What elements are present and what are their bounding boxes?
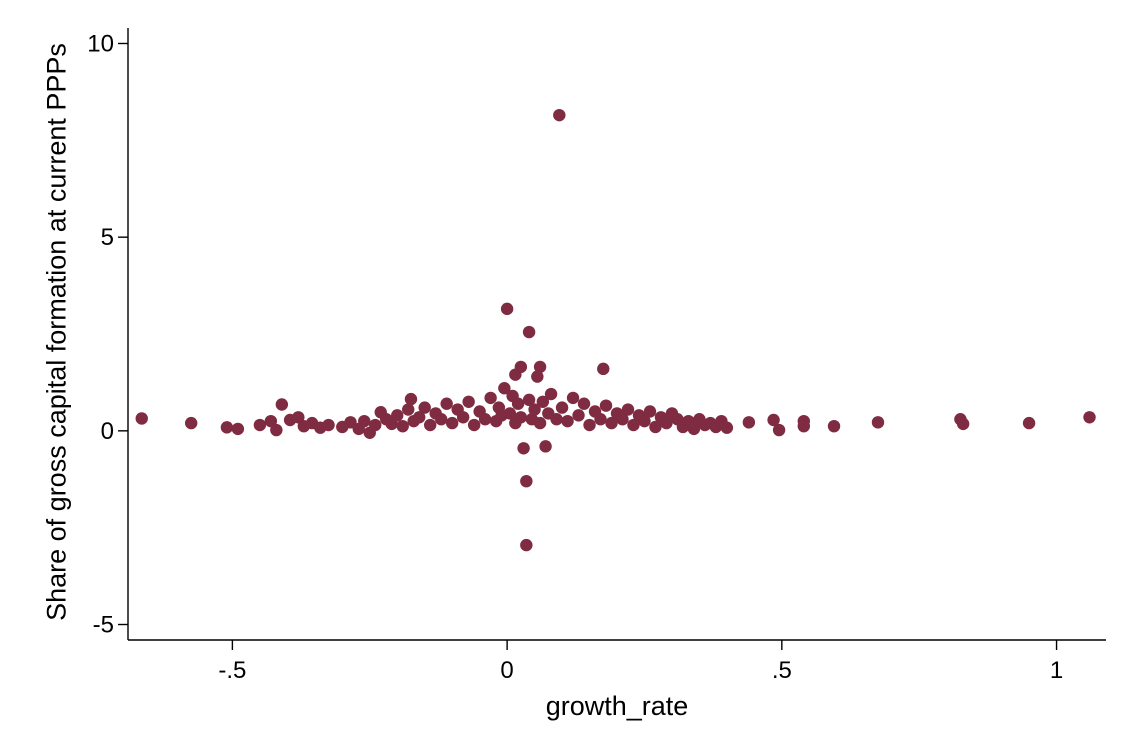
x-tick-label: 0 — [500, 657, 513, 684]
scatter-point — [503, 407, 517, 420]
scatter-point — [514, 360, 528, 374]
scatter-point — [827, 419, 841, 433]
scatter-point — [413, 411, 426, 424]
scatter-point — [391, 409, 404, 422]
scatter-point — [445, 416, 459, 430]
x-tick-label: .5 — [772, 657, 792, 684]
scatter-point — [275, 398, 289, 411]
scatter-point — [536, 395, 550, 408]
scatter-point — [643, 405, 657, 418]
scatter-point — [621, 403, 635, 416]
scatter-point — [514, 411, 528, 424]
scatter-point — [772, 423, 786, 437]
scatter-point — [462, 395, 475, 408]
scatter-point — [660, 416, 673, 430]
scatter-point — [522, 325, 536, 339]
scatter-point — [344, 416, 357, 429]
scatter-point — [264, 414, 278, 428]
scatter-point — [478, 413, 492, 426]
x-tick-label: -.5 — [218, 657, 246, 684]
scatter-point — [498, 382, 511, 395]
scatter-point — [1022, 416, 1036, 430]
scatter-point — [402, 403, 415, 416]
scatter-point — [517, 442, 530, 455]
scatter-point — [270, 423, 283, 437]
scatter-point — [396, 419, 409, 433]
scatter-point — [553, 108, 566, 122]
y-tick-label: 10 — [87, 30, 114, 57]
scatter-point — [369, 418, 382, 432]
scatter-point — [605, 416, 618, 430]
scatter-point — [871, 416, 885, 429]
scatter-point — [544, 387, 558, 401]
scatter-point — [649, 420, 662, 434]
scatter-point — [484, 391, 497, 405]
scatter-point — [555, 401, 569, 414]
scatter-point — [566, 391, 580, 405]
scatter-point — [253, 418, 267, 432]
scatter-point — [583, 418, 596, 432]
scatter-point — [520, 538, 533, 552]
scatter-point — [594, 413, 607, 426]
scatter-point — [720, 421, 734, 434]
scatter-point — [358, 414, 371, 428]
scatter-point — [440, 397, 453, 410]
scatter-point — [572, 409, 585, 422]
scatter-point — [539, 440, 552, 453]
scatter-point — [1083, 411, 1096, 424]
scatter-point — [531, 370, 544, 383]
scatter-point — [767, 413, 780, 427]
scatter-point — [135, 412, 148, 425]
scatter-point — [434, 413, 448, 426]
y-tick-label: 0 — [101, 418, 114, 445]
scatter-point — [520, 474, 533, 488]
scatter-point — [522, 393, 536, 407]
y-axis-title: Share of gross capital formation at curr… — [41, 43, 71, 621]
scatter-point — [184, 416, 198, 430]
y-axis-ticks: -5 0 5 10 — [87, 30, 128, 639]
scatter-point — [322, 418, 335, 432]
x-tick-label: 1 — [1050, 657, 1063, 684]
points-layer — [135, 108, 1096, 552]
scatter-point — [467, 418, 481, 432]
scatter-point — [956, 417, 970, 431]
scatter-point — [577, 397, 591, 410]
scatter-point — [687, 422, 701, 436]
scatter-point — [742, 416, 756, 429]
scatter-point — [423, 418, 437, 432]
x-axis-title: growth_rate — [546, 691, 689, 721]
axes-layer — [127, 28, 1106, 641]
scatter-point — [528, 403, 541, 416]
y-tick-label: -5 — [93, 612, 114, 639]
scatter-point — [220, 421, 234, 434]
scatter-point — [616, 413, 629, 426]
scatter-point — [500, 302, 514, 316]
scatter-point — [597, 362, 610, 376]
scatter-point — [550, 413, 563, 426]
scatter-point — [511, 397, 525, 410]
scatter-point — [638, 414, 651, 428]
y-tick-label: 5 — [101, 224, 114, 251]
scatter-point — [456, 411, 470, 424]
scatter-point — [231, 422, 245, 436]
scatter-point — [561, 414, 574, 428]
scatter-point — [533, 360, 547, 374]
scatter-point — [599, 399, 613, 412]
scatter-point — [533, 416, 547, 430]
scatter-point — [418, 401, 431, 414]
x-axis-ticks: -.5 0 .5 1 — [218, 640, 1063, 684]
scatter-point — [404, 392, 418, 406]
scatter-point — [292, 411, 305, 424]
scatter-point — [797, 419, 811, 433]
scatter-point — [627, 418, 640, 432]
